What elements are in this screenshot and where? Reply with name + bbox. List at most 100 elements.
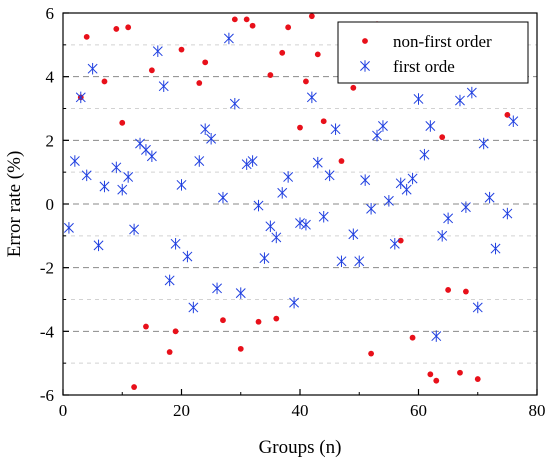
first-order-point	[508, 115, 519, 127]
first-order-point	[431, 330, 442, 342]
first-order-point	[223, 32, 234, 45]
non-first-order-point	[297, 124, 303, 131]
non-first-order-point	[409, 334, 416, 341]
first-order-point	[241, 158, 252, 170]
first-order-point	[176, 179, 187, 191]
non-first-order-point	[273, 315, 280, 322]
non-first-order-point	[285, 24, 292, 31]
first-order-point	[312, 156, 323, 169]
legend: non-first order first orde	[337, 21, 529, 84]
first-order-point	[277, 187, 288, 199]
y-tick-label: 4	[46, 68, 55, 87]
first-order-point	[437, 230, 448, 242]
first-order-point	[188, 301, 199, 314]
first-order-point	[295, 217, 305, 229]
non-first-order-point	[255, 318, 262, 325]
non-first-order-point	[439, 134, 446, 141]
non-first-order-point	[243, 16, 250, 23]
first-order-point	[425, 120, 436, 132]
first-order-point	[158, 80, 169, 92]
first-order-point	[123, 171, 134, 183]
non-first-order-point	[350, 84, 357, 91]
first-order-point	[419, 148, 430, 161]
non-first-order-point	[101, 78, 108, 85]
non-first-order-point	[196, 80, 203, 86]
non-first-order-point	[504, 111, 511, 118]
first-order-point	[212, 282, 223, 295]
first-order-point	[336, 255, 347, 268]
non-first-order-point	[125, 24, 132, 31]
legend-marker-first-order	[360, 60, 370, 72]
legend-dot-marker	[362, 38, 368, 44]
first-order-point	[152, 45, 163, 57]
first-order-point	[81, 169, 92, 182]
first-order-point	[407, 172, 418, 185]
x-tick-label: 40	[292, 401, 309, 420]
non-first-order-point	[249, 22, 256, 29]
first-order-point	[235, 287, 246, 299]
non-first-order-point	[338, 158, 345, 164]
first-order-point	[354, 255, 365, 268]
non-first-order-point	[427, 371, 434, 378]
non-first-order-point	[178, 46, 185, 53]
first-order-point	[318, 210, 329, 223]
first-order-point	[218, 191, 228, 204]
first-order-point	[360, 174, 371, 186]
y-tick-label: -2	[40, 259, 54, 278]
first-order-point	[271, 231, 282, 244]
non-first-order-point	[303, 78, 309, 85]
first-order-point	[170, 238, 181, 250]
first-order-point	[229, 97, 240, 110]
non-first-order-point	[202, 59, 209, 66]
non-first-order-point	[166, 349, 173, 355]
first-order-point	[377, 120, 388, 132]
first-order-point	[306, 91, 317, 104]
first-order-point	[401, 183, 412, 196]
first-order-point	[484, 191, 495, 204]
first-order-point	[129, 223, 140, 236]
x-axis-title: Groups (n)	[259, 437, 342, 458]
legend-asterisk-marker	[360, 60, 370, 72]
y-tick-label: -4	[40, 322, 55, 341]
non-first-order-point	[131, 384, 138, 390]
non-first-order-point	[474, 376, 481, 382]
first-order-point	[69, 155, 80, 167]
first-order-point	[300, 218, 311, 231]
first-order-point	[146, 150, 157, 162]
first-order-point	[455, 94, 465, 107]
first-order-point	[372, 129, 382, 142]
y-axis-title: Error rate (%)	[4, 151, 25, 258]
first-order-point	[259, 252, 270, 264]
x-tick-label: 0	[59, 401, 68, 420]
first-order-point	[366, 203, 377, 215]
non-first-order-point	[143, 323, 149, 330]
first-order-point	[324, 169, 335, 182]
y-tick-label: 6	[46, 4, 55, 23]
first-order-point	[75, 91, 86, 104]
non-first-order-point	[113, 26, 120, 32]
legend-marker-non-first-order	[362, 38, 368, 44]
non-first-order-point	[445, 287, 452, 293]
non-first-order-point	[320, 118, 327, 125]
x-tick-label: 80	[529, 401, 546, 420]
first-order-point	[111, 161, 122, 174]
first-order-point	[182, 250, 193, 263]
non-first-order-point	[237, 345, 244, 352]
y-tick-label: 0	[46, 195, 55, 214]
first-order-point	[389, 238, 400, 250]
axis-layer: 0 20 40 60 80 -6 -4 -2 0 2 4 6	[40, 4, 546, 420]
non-first-order-point	[148, 67, 155, 74]
first-order-point	[383, 195, 394, 207]
first-order-point	[330, 123, 341, 135]
legend-box	[337, 21, 529, 84]
non-first-order-point	[83, 33, 90, 40]
non-first-order-point	[397, 237, 404, 244]
first-order-point	[490, 242, 501, 255]
points-layer	[63, 13, 519, 390]
first-order-point	[265, 220, 276, 233]
non-first-order-point	[433, 377, 440, 384]
first-order-point	[164, 274, 175, 287]
x-tick-label: 60	[410, 401, 427, 420]
legend-label-first-order: first orde	[393, 57, 455, 76]
